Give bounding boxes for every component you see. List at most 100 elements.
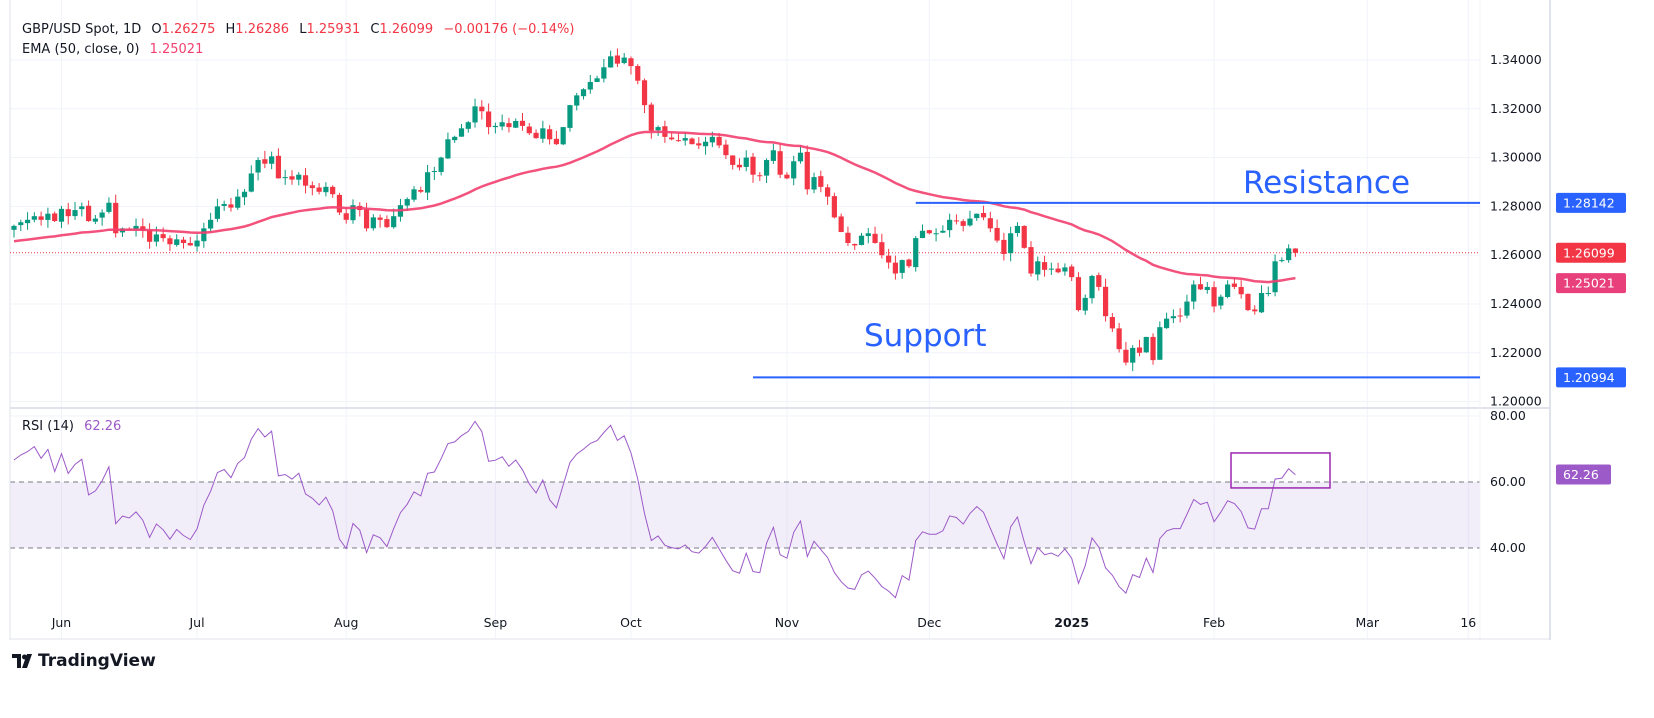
- candle: [499, 114, 505, 131]
- candle: [547, 125, 553, 145]
- ema-value: 1.25021: [149, 42, 204, 57]
- candle-body: [106, 202, 112, 212]
- candle: [72, 202, 78, 220]
- candle: [784, 172, 790, 180]
- candle-body: [452, 136, 458, 141]
- candle-body: [289, 176, 295, 180]
- candle-body: [1286, 248, 1292, 261]
- candle-body: [1048, 268, 1054, 270]
- candle-body: [208, 219, 214, 229]
- candle: [1075, 272, 1082, 312]
- support-text[interactable]: Support: [864, 318, 987, 354]
- candle: [1184, 294, 1190, 319]
- candle-body: [879, 242, 885, 256]
- candle-body: [777, 151, 783, 175]
- candle: [241, 189, 248, 206]
- time-tick-label: Feb: [1203, 615, 1225, 630]
- candle: [31, 212, 37, 223]
- candle: [187, 236, 193, 246]
- candle-body: [11, 225, 17, 230]
- candle-body: [404, 199, 410, 206]
- candle-body: [580, 89, 587, 97]
- candle-body: [187, 243, 193, 246]
- price-axis[interactable]: 1.34000 1.32000 1.30000 1.28000 1.26000 1.240…: [1490, 52, 1542, 555]
- candle-body: [757, 175, 763, 177]
- candle-body: [886, 255, 892, 263]
- time-tick-label: Aug: [334, 615, 358, 630]
- candle: [1082, 294, 1088, 315]
- candle-body: [1204, 286, 1210, 290]
- ema-title[interactable]: EMA (50, close, 0): [22, 42, 140, 57]
- candle-body: [1177, 315, 1183, 317]
- candle: [1055, 262, 1061, 274]
- candle: [377, 214, 383, 228]
- candle: [1197, 276, 1204, 291]
- candle: [1143, 336, 1149, 353]
- resistance-text[interactable]: Resistance: [1243, 165, 1410, 201]
- resistance-price-label: 1.28142: [1563, 195, 1615, 210]
- candle: [180, 236, 187, 249]
- support-price-label: 1.20994: [1563, 370, 1615, 385]
- candle-body: [540, 128, 546, 139]
- candle: [1265, 286, 1271, 297]
- candle-body: [377, 217, 383, 220]
- candle: [919, 224, 926, 239]
- candle: [323, 182, 329, 197]
- candle: [1258, 285, 1265, 314]
- candle: [106, 197, 112, 214]
- candle: [763, 158, 770, 184]
- candle-body: [52, 213, 58, 222]
- annotations[interactable]: Resistance Support: [753, 165, 1480, 489]
- candle: [1008, 226, 1014, 262]
- candle-body: [1225, 284, 1231, 297]
- candle: [1292, 248, 1299, 257]
- candle-body: [587, 81, 593, 90]
- symbol-title[interactable]: GBP/USD Spot, 1D: [22, 22, 142, 37]
- candle-body: [838, 216, 844, 233]
- candle: [370, 214, 376, 231]
- candle-body: [350, 205, 356, 221]
- candle-body: [906, 259, 912, 267]
- rsi-legend[interactable]: RSI (14) 62.26: [22, 419, 127, 434]
- candle: [1225, 280, 1231, 299]
- candle-body: [309, 185, 315, 189]
- candle: [845, 226, 851, 246]
- time-axis[interactable]: Jun Jul Aug Sep Oct Nov Dec 2025 Feb Mar 16: [51, 615, 1477, 630]
- candle-body: [919, 230, 926, 238]
- candle-body: [953, 220, 960, 222]
- candle-body: [1035, 261, 1041, 275]
- candle-body: [486, 111, 492, 128]
- close-label: C: [370, 22, 380, 37]
- candle-body: [302, 175, 309, 186]
- candle: [702, 136, 709, 155]
- candle-body: [709, 136, 715, 143]
- time-tick-label: Jul: [189, 615, 205, 630]
- candle: [452, 135, 458, 143]
- candle-body: [1109, 317, 1115, 329]
- last-price-label: 1.26099: [1563, 245, 1615, 260]
- tradingview-logo[interactable]: TradingView: [12, 651, 156, 671]
- symbol-legend[interactable]: GBP/USD Spot, 1D O1.26275 H1.26286 L1.25…: [22, 22, 580, 37]
- candle-body: [1123, 349, 1129, 363]
- candle: [167, 235, 173, 252]
- candle-body: [1265, 293, 1271, 295]
- candle-body: [743, 157, 749, 167]
- candle: [648, 102, 654, 139]
- candle: [858, 232, 865, 246]
- ema-legend[interactable]: EMA (50, close, 0) 1.25021: [22, 42, 209, 57]
- candle-body: [784, 174, 790, 179]
- candle: [967, 210, 973, 227]
- candle: [1204, 282, 1210, 294]
- rsi-tick-label: 60.00: [1490, 474, 1526, 489]
- candle-body: [1116, 328, 1122, 350]
- rsi-title[interactable]: RSI (14): [22, 419, 74, 434]
- candle: [174, 234, 180, 247]
- candle: [201, 222, 207, 248]
- candle: [1238, 280, 1244, 299]
- candle: [953, 214, 960, 225]
- rsi-highlight-box[interactable]: [1230, 452, 1331, 489]
- candle-body: [1021, 225, 1027, 248]
- candle-body: [228, 204, 234, 208]
